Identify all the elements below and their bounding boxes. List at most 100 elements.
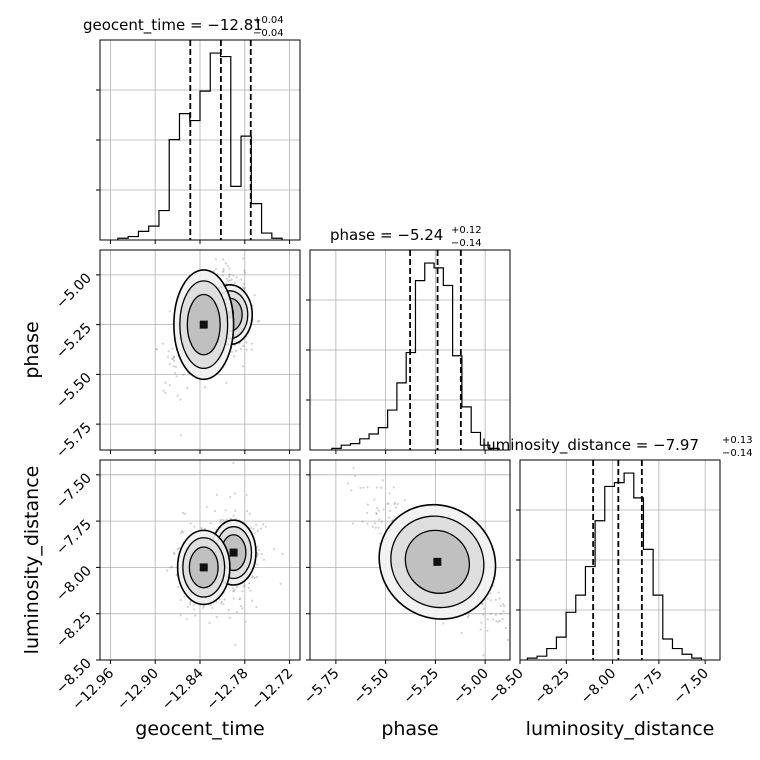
- sample-point: [442, 622, 445, 625]
- panel-0-0: [96, 39, 301, 244]
- sample-point: [233, 588, 236, 591]
- sample-point: [173, 359, 176, 362]
- sample-point: [176, 585, 179, 588]
- sample-point: [229, 279, 232, 282]
- sample-point: [273, 547, 276, 550]
- sample-point: [203, 604, 206, 608]
- sample-point: [264, 525, 267, 528]
- sample-point: [379, 532, 382, 535]
- sample-point: [247, 586, 250, 589]
- sample-point: [193, 608, 196, 611]
- sample-point: [233, 492, 236, 495]
- sample-point: [245, 493, 248, 496]
- sample-point: [254, 532, 257, 535]
- sample-point: [162, 342, 165, 345]
- histogram-bar: [210, 53, 220, 240]
- sample-point: [177, 547, 181, 550]
- x-tick-label: −12.84: [159, 665, 207, 713]
- sample-point: [353, 474, 356, 477]
- sample-point: [182, 373, 185, 376]
- sample-point: [255, 605, 258, 609]
- title-geocent-time-plus: +0.04: [253, 15, 284, 26]
- sample-point: [200, 527, 203, 530]
- sample-point: [504, 626, 507, 630]
- sample-point: [179, 614, 182, 617]
- sample-point: [499, 612, 502, 616]
- sample-point: [169, 566, 172, 569]
- histogram-bar: [605, 486, 615, 660]
- y-tick-label: −8.00: [53, 563, 95, 605]
- x-tick-label: −7.50: [670, 666, 712, 708]
- density-contours: [378, 503, 497, 620]
- sample-point: [230, 278, 233, 281]
- sample-point: [164, 381, 167, 384]
- sample-point: [502, 610, 505, 613]
- sample-point: [497, 620, 500, 623]
- histogram-bar: [350, 444, 359, 450]
- sample-point: [486, 629, 489, 632]
- sample-point: [203, 386, 206, 389]
- sample-point: [239, 597, 242, 600]
- histogram-bar: [614, 483, 624, 660]
- sample-point: [164, 391, 167, 395]
- y-tick-label: −5.50: [53, 370, 95, 412]
- sample-point: [251, 575, 254, 578]
- histogram-bar: [190, 121, 200, 240]
- sample-point: [250, 348, 253, 351]
- histogram-bar: [179, 114, 189, 240]
- sample-point: [232, 514, 235, 517]
- sample-point: [234, 644, 237, 647]
- sample-point: [232, 461, 235, 464]
- title-geocent-time-minus: −0.04: [253, 28, 284, 39]
- sample-point: [209, 522, 212, 525]
- sample-point: [239, 348, 242, 351]
- sample-point: [230, 350, 233, 353]
- x-tick-label: −12.90: [114, 666, 162, 714]
- sample-point: [162, 389, 165, 392]
- sample-point: [362, 486, 365, 489]
- sample-point: [168, 362, 171, 365]
- sample-point: [226, 277, 229, 280]
- svg-text:luminosity_distance = −7.97: luminosity_distance = −7.97: [482, 436, 699, 455]
- sample-point: [498, 619, 501, 622]
- sample-point: [248, 512, 251, 515]
- sample-point: [403, 499, 406, 502]
- density-peak: [199, 320, 208, 329]
- sample-point: [168, 310, 171, 313]
- sample-point: [233, 590, 236, 593]
- x-tick-label: −7.75: [624, 666, 666, 708]
- sample-point: [480, 621, 483, 624]
- histogram-bar: [547, 649, 557, 660]
- title-phase-minus: −0.14: [451, 238, 482, 249]
- title-luminosity-distance: luminosity_distance = −7.97 +0.13 −0.14: [482, 435, 753, 459]
- histogram-bar: [443, 285, 452, 450]
- title-geocent-time: geocent_time = −12.81 +0.04 −0.04: [83, 15, 284, 39]
- sample-point: [482, 613, 485, 616]
- histogram-bar: [251, 204, 261, 240]
- title-luminosity-distance-plus: +0.13: [722, 435, 753, 446]
- sample-point: [249, 526, 252, 530]
- sample-point: [249, 589, 252, 592]
- sample-point: [380, 520, 383, 523]
- sample-point: [371, 525, 374, 529]
- sample-point: [499, 604, 502, 608]
- sample-point: [203, 527, 207, 531]
- sample-point: [229, 517, 232, 520]
- sample-point: [482, 607, 485, 610]
- sample-point: [379, 486, 382, 489]
- sample-point: [166, 569, 169, 572]
- sample-point: [375, 512, 378, 516]
- sample-point: [251, 576, 254, 579]
- sample-point: [222, 519, 225, 522]
- sample-point: [235, 349, 238, 352]
- sample-point: [211, 606, 214, 610]
- sample-point: [378, 518, 381, 521]
- sample-point: [222, 602, 225, 606]
- sample-point: [243, 269, 246, 272]
- sample-point: [242, 257, 245, 260]
- sample-point: [183, 595, 186, 598]
- sample-point: [215, 616, 218, 619]
- sample-point: [393, 503, 396, 506]
- sample-point: [154, 347, 157, 351]
- y-tick-label: −5.00: [53, 270, 95, 312]
